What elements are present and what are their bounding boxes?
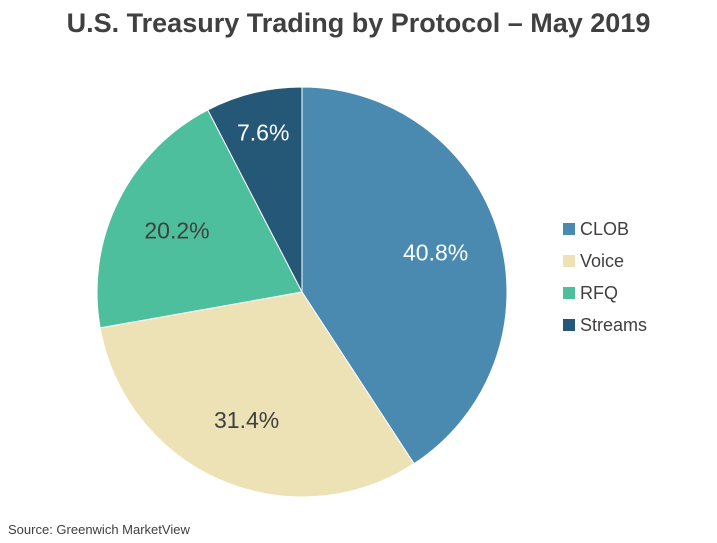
legend-label-rfq: RFQ [580, 282, 618, 303]
legend-item-rfq: RFQ [563, 277, 647, 309]
legend-swatch-voice [563, 255, 575, 267]
pie-slice-clob [301, 86, 508, 465]
slice-value-label-streams: 7.6% [237, 120, 289, 146]
pie-slice-rfq [96, 109, 303, 329]
legend-label-streams: Streams [580, 314, 648, 335]
pie-slice-streams [207, 86, 303, 293]
legend-item-clob: CLOB [563, 213, 647, 245]
legend-label-clob: CLOB [580, 218, 630, 239]
legend-swatch-rfq [563, 287, 575, 299]
source-note: Source: Greenwich MarketView [8, 522, 190, 537]
legend-swatch-clob [563, 223, 575, 235]
slice-value-label-rfq: 20.2% [144, 217, 209, 243]
legend-item-streams: Streams [563, 309, 647, 341]
legend-label-voice: Voice [580, 250, 625, 271]
slice-value-label-clob: 40.8% [403, 239, 468, 265]
legend-swatch-streams [563, 319, 575, 331]
pie-slice-voice [99, 291, 415, 498]
chart-legend: CLOB Voice RFQ Streams [563, 213, 647, 341]
slice-value-label-voice: 31.4% [214, 407, 279, 433]
chart-title: U.S. Treasury Trading by Protocol – May … [66, 8, 651, 38]
legend-item-voice: Voice [563, 245, 647, 277]
